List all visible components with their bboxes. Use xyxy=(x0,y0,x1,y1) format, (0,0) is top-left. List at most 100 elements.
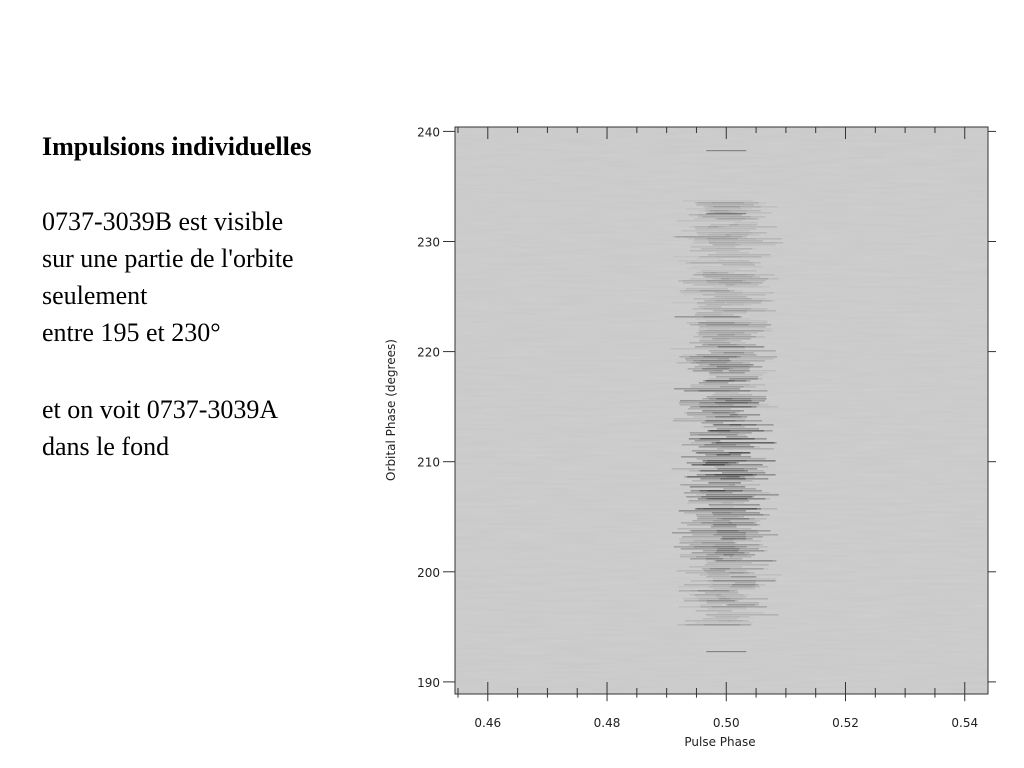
streak xyxy=(678,606,746,608)
streak xyxy=(714,292,775,294)
streak xyxy=(712,520,761,522)
streak xyxy=(706,324,772,326)
streak xyxy=(698,322,735,324)
streak xyxy=(700,438,742,440)
streak xyxy=(706,396,766,398)
streak xyxy=(715,568,768,570)
streak xyxy=(688,214,743,216)
streak xyxy=(699,210,748,212)
streak xyxy=(686,524,761,526)
streak xyxy=(710,526,737,528)
streak xyxy=(713,534,779,536)
streak xyxy=(687,238,757,240)
streak xyxy=(680,548,740,550)
streak xyxy=(699,402,759,404)
streak xyxy=(707,206,778,208)
streak xyxy=(700,470,748,472)
streak xyxy=(686,496,752,498)
streak xyxy=(704,300,772,302)
streak xyxy=(713,310,776,312)
streak xyxy=(712,578,777,580)
streak xyxy=(684,512,732,514)
streak xyxy=(717,346,765,348)
streak xyxy=(684,476,745,478)
streak xyxy=(691,530,739,532)
streak xyxy=(729,414,761,416)
streak xyxy=(702,336,756,338)
streak xyxy=(705,462,739,464)
streak xyxy=(717,334,752,336)
streak xyxy=(710,298,766,300)
streak xyxy=(692,370,723,372)
streak xyxy=(678,280,743,282)
streak xyxy=(699,490,743,492)
y-tick-label: 230 xyxy=(417,236,440,250)
streak xyxy=(715,376,759,378)
streak xyxy=(715,616,750,618)
streak xyxy=(696,362,751,364)
streak xyxy=(711,352,745,354)
streak xyxy=(706,651,747,653)
streak xyxy=(705,320,768,322)
streak xyxy=(683,282,752,284)
streak xyxy=(716,428,760,430)
streak xyxy=(722,264,755,266)
streak xyxy=(680,540,734,542)
streak xyxy=(706,602,760,604)
streak xyxy=(705,380,735,382)
streak xyxy=(714,466,769,468)
streak xyxy=(706,600,739,602)
streak xyxy=(725,284,759,286)
streak xyxy=(721,446,760,448)
streak xyxy=(697,452,743,454)
streak xyxy=(698,446,755,448)
streak xyxy=(699,330,764,332)
streak xyxy=(686,462,737,464)
streak xyxy=(714,212,772,214)
streak xyxy=(704,592,739,594)
streak xyxy=(698,334,735,336)
streak xyxy=(728,370,750,372)
streak xyxy=(674,388,740,390)
streak xyxy=(711,442,777,444)
streak xyxy=(712,394,753,396)
streak xyxy=(718,404,769,406)
streak xyxy=(699,574,729,576)
streak xyxy=(696,556,720,558)
streak xyxy=(703,380,747,382)
streak xyxy=(692,520,731,522)
streak xyxy=(690,384,766,386)
streak xyxy=(712,580,776,582)
streak xyxy=(695,514,770,516)
streak xyxy=(688,438,755,440)
streak xyxy=(697,258,723,260)
streak xyxy=(715,300,763,302)
streak xyxy=(694,202,745,204)
streak xyxy=(716,248,756,250)
streak xyxy=(729,224,757,226)
streak xyxy=(717,260,749,262)
streak xyxy=(694,366,751,368)
streak xyxy=(709,374,764,376)
streak xyxy=(690,246,736,248)
streak xyxy=(722,472,766,474)
streak xyxy=(720,478,746,480)
streak xyxy=(694,226,719,228)
streak xyxy=(689,486,746,488)
streak xyxy=(715,416,748,418)
streak xyxy=(713,296,746,298)
streak xyxy=(700,338,730,340)
streak xyxy=(694,346,764,348)
streak xyxy=(701,248,752,250)
streak xyxy=(696,332,758,334)
streak xyxy=(697,470,765,472)
streak xyxy=(709,212,733,214)
streak xyxy=(702,216,751,218)
streak xyxy=(696,458,766,460)
streak xyxy=(679,290,735,292)
streak xyxy=(676,570,747,572)
streak xyxy=(703,356,778,358)
streak xyxy=(695,314,722,316)
streak xyxy=(688,470,745,472)
